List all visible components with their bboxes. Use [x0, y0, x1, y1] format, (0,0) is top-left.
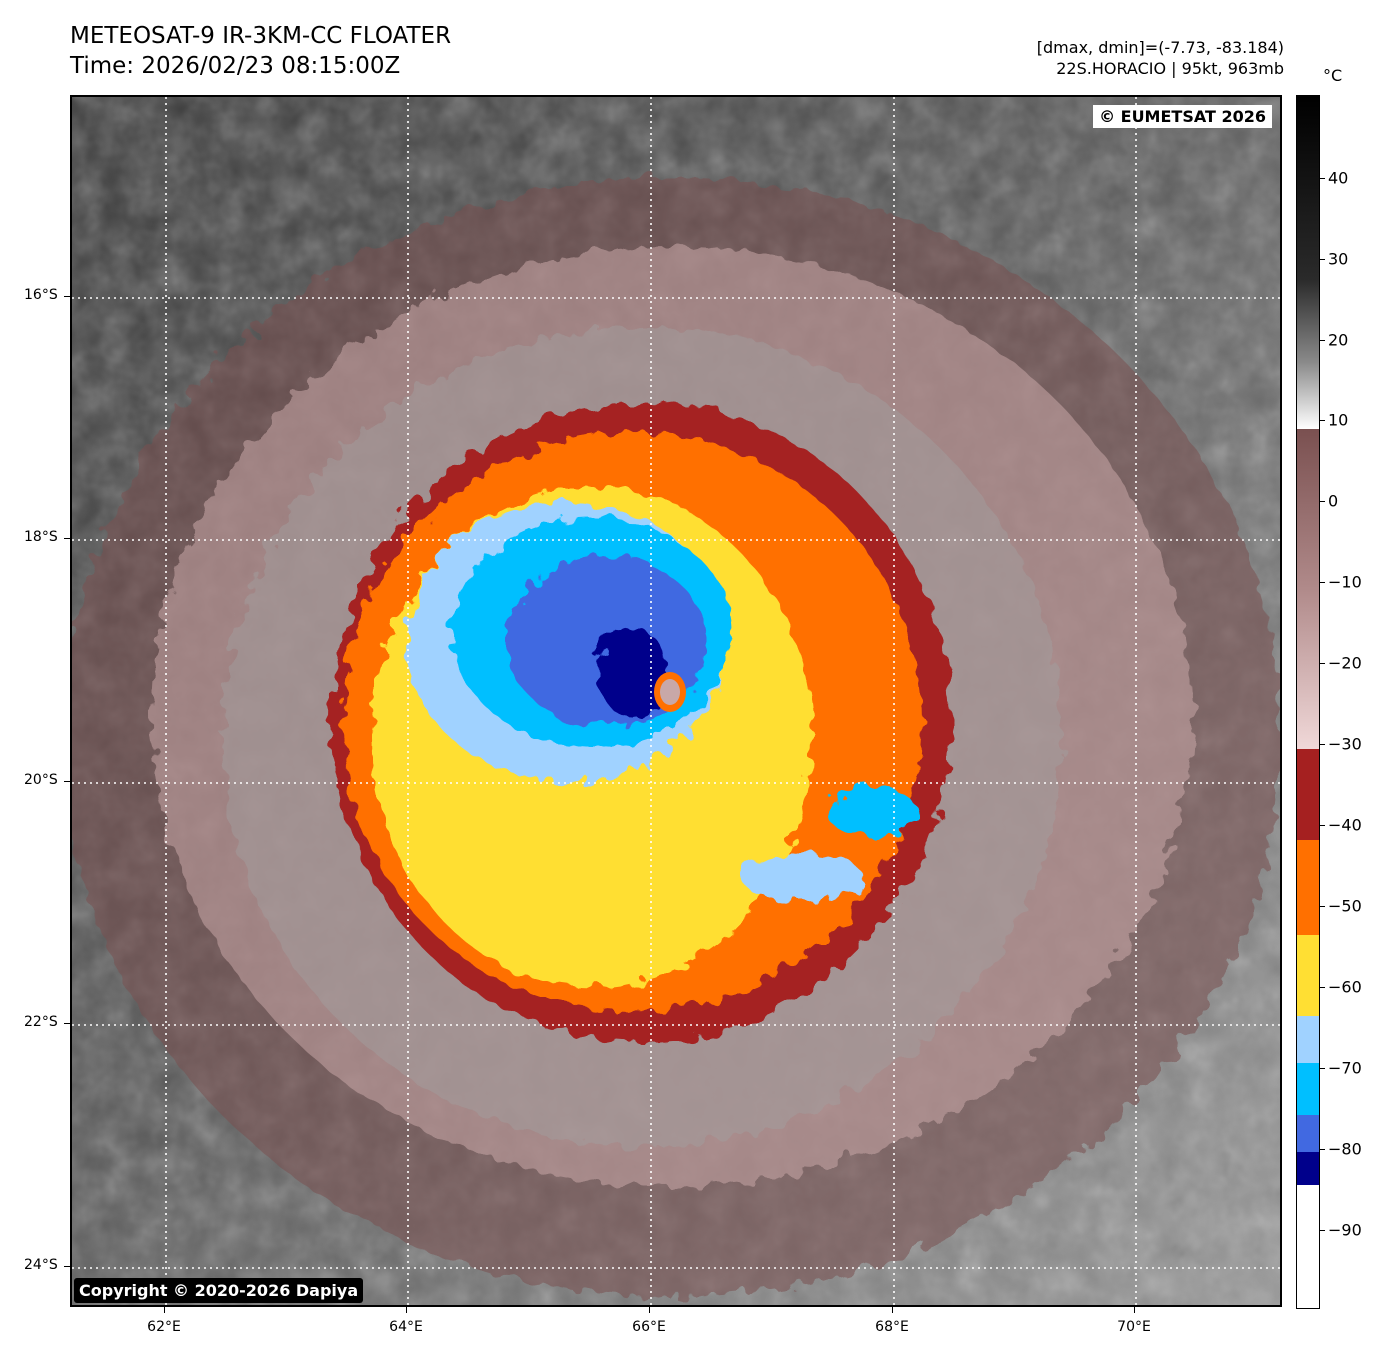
lat-tick [64, 781, 70, 782]
lat-label: 16°S [24, 287, 58, 303]
colorbar-tick [1320, 582, 1325, 583]
data-range: [dmax, dmin]=(-7.73, -83.184) [1036, 38, 1284, 57]
colorbar-label: −20 [1328, 653, 1362, 673]
cb-royal [1297, 1115, 1319, 1152]
cb-skyblue [1297, 1063, 1319, 1115]
cb-orange [1297, 840, 1319, 935]
lon-tick [649, 1307, 650, 1313]
lat-tick [64, 1266, 70, 1267]
colorbar-unit: °C [1323, 66, 1343, 85]
satellite-map: © EUMETSAT 2026 Copyright © 2020-2026 Da… [70, 95, 1282, 1307]
colorbar-tick [1320, 1149, 1325, 1150]
sky-blue-patch [827, 787, 917, 837]
colorbar-tick [1320, 663, 1325, 664]
lon-label: 62°E [147, 1319, 181, 1335]
colorbar-label: −40 [1328, 815, 1362, 835]
lon-label: 64°E [389, 1319, 423, 1335]
colorbar-tick [1320, 987, 1325, 988]
lon-tick [1134, 1307, 1135, 1313]
light-blue-patch [742, 852, 862, 902]
colorbar-label: −50 [1328, 896, 1362, 916]
colorbar-label: 10 [1328, 410, 1349, 430]
cb-gray [1297, 96, 1319, 429]
lon-label: 68°E [875, 1319, 909, 1335]
satellite-imagery [72, 97, 1280, 1305]
lat-tick [64, 296, 70, 297]
graticule [72, 97, 1280, 1305]
colorbar-tick [1320, 1068, 1325, 1069]
colorbar-label: 30 [1328, 249, 1349, 269]
lat-tick [64, 538, 70, 539]
lon-tick [164, 1307, 165, 1313]
lat-label: 18°S [24, 529, 58, 545]
colorbar-tick [1320, 259, 1325, 260]
lat-label: 20°S [24, 772, 58, 788]
colorbar [1296, 95, 1320, 1309]
colorbar-tick [1320, 178, 1325, 179]
colorbar-label: −80 [1328, 1139, 1362, 1159]
cb-navy [1297, 1152, 1319, 1185]
storm-eye-icon [654, 672, 686, 712]
colorbar-tick [1320, 744, 1325, 745]
lon-tick [892, 1307, 893, 1313]
storm-info: 22S.HORACIO | 95kt, 963mb [1056, 59, 1284, 78]
cb-darkred [1297, 749, 1319, 840]
eumetsat-badge: © EUMETSAT 2026 [1093, 105, 1272, 128]
lat-label: 22°S [24, 1014, 58, 1030]
lat-label: 24°S [24, 1257, 58, 1273]
cb-lightblue [1297, 1016, 1319, 1063]
colorbar-label: −70 [1328, 1058, 1362, 1078]
colorbar-tick [1320, 501, 1325, 502]
map-time: Time: 2026/02/23 08:15:00Z [70, 53, 401, 79]
cb-yellow [1297, 935, 1319, 1016]
colorbar-label: 20 [1328, 330, 1349, 350]
cb-mauve [1297, 429, 1319, 749]
colorbar-label: −60 [1328, 977, 1362, 997]
map-title: METEOSAT-9 IR-3KM-CC FLOATER [70, 23, 452, 49]
coldest-region [597, 627, 667, 717]
lon-tick [406, 1307, 407, 1313]
colorbar-scale [1297, 96, 1319, 1308]
colorbar-tick [1320, 906, 1325, 907]
colorbar-tick [1320, 340, 1325, 341]
colorbar-label: 0 [1328, 491, 1339, 511]
lon-label: 66°E [632, 1319, 666, 1335]
colorbar-label: −10 [1328, 572, 1362, 592]
cb-white [1297, 1185, 1319, 1308]
colorbar-tick [1320, 1230, 1325, 1231]
colorbar-label: −30 [1328, 734, 1362, 754]
lat-tick [64, 1023, 70, 1024]
copyright-badge: Copyright © 2020-2026 Dapiya [74, 1278, 364, 1303]
colorbar-tick [1320, 420, 1325, 421]
colorbar-tick [1320, 825, 1325, 826]
lon-label: 70°E [1117, 1319, 1151, 1335]
colorbar-label: −90 [1328, 1220, 1362, 1240]
colorbar-label: 40 [1328, 168, 1349, 188]
